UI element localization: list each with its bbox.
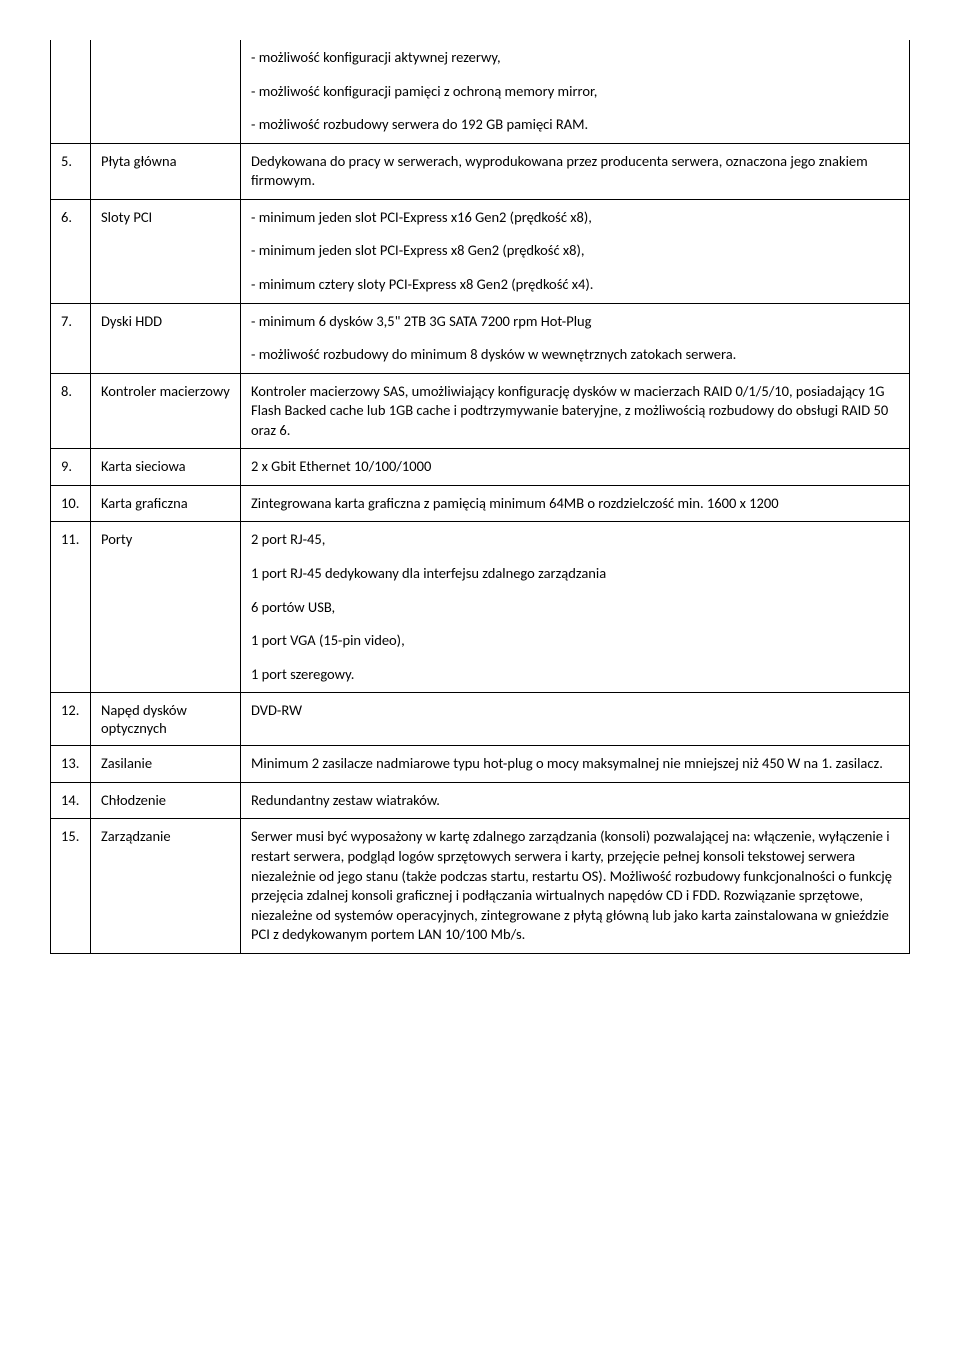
row-number: 13. [61,754,79,772]
desc-paragraph: - możliwość rozbudowy serwera do 192 GB … [251,115,899,135]
row-desc-cell: - minimum 6 dysków 3,5" 2TB 3G SATA 7200… [241,303,910,373]
row-number-cell: 6. [51,199,91,303]
row-number-cell: 7. [51,303,91,373]
row-desc-cell: Redundantny zestaw wiatraków. [241,782,910,819]
row-name-cell: Karta sieciowa [91,449,241,486]
table-row: 13. Zasilanie Minimum 2 zasilacze nadmiaro… [51,746,910,783]
row-name: Kontroler macierzowy [101,382,230,400]
row-number: 12. [61,701,79,719]
row-number: 15. [61,827,79,845]
spec-table: - możliwość konfiguracji aktywnej rezerw… [50,40,910,954]
row-name: Zasilanie [101,754,152,772]
row-name-cell: Dyski HDD [91,303,241,373]
row-number-cell: 14. [51,782,91,819]
row-number-cell: 15. [51,819,91,953]
spec-table-body: - możliwość konfiguracji aktywnej rezerw… [51,40,910,953]
row-name-cell [91,40,241,143]
desc-paragraph: Minimum 2 zasilacze nadmiarowe typu hot-… [251,754,899,774]
row-name-cell: Chłodzenie [91,782,241,819]
table-row: 5. Płyta główna Dedykowana do pracy w serw… [51,143,910,199]
desc-paragraph: - minimum cztery sloty PCI-Express x8 Ge… [251,275,899,295]
table-row: 7. Dyski HDD - minimum 6 dysków 3,5" 2TB 3… [51,303,910,373]
desc-paragraph: - minimum jeden slot PCI-Express x16 Gen… [251,208,899,228]
row-name-cell: Kontroler macierzowy [91,373,241,449]
row-number: 9. [61,457,72,475]
row-number: 7. [61,312,72,330]
row-number: 6. [61,208,72,226]
row-name-cell: Płyta główna [91,143,241,199]
row-name: Karta sieciowa [101,457,186,475]
row-name: Karta graficzna [101,494,188,512]
row-desc-cell: Kontroler macierzowy SAS, umożliwiający … [241,373,910,449]
desc-paragraph: - możliwość konfiguracji aktywnej rezerw… [251,48,899,68]
row-number: 10. [61,494,79,512]
table-row: 14. Chłodzenie Redundantny zestaw wiatrakó… [51,782,910,819]
desc-paragraph: - minimum 6 dysków 3,5" 2TB 3G SATA 7200… [251,312,899,332]
row-number: 11. [61,530,79,548]
row-name-cell: Napęd dysków optycznych [91,693,241,746]
desc-paragraph: 2 x Gbit Ethernet 10/100/1000 [251,457,899,477]
table-row: 6. Sloty PCI - minimum jeden slot PCI-Expr… [51,199,910,303]
row-name-cell: Sloty PCI [91,199,241,303]
table-row: 10. Karta graficzna Zintegrowana karta gra… [51,485,910,522]
row-name: Dyski HDD [101,312,162,330]
row-desc-cell: - możliwość konfiguracji aktywnej rezerw… [241,40,910,143]
row-name: Płyta główna [101,152,177,170]
row-desc-cell: 2 x Gbit Ethernet 10/100/1000 [241,449,910,486]
desc-paragraph: 2 port RJ-45, [251,530,899,550]
row-name-cell: Karta graficzna [91,485,241,522]
row-number-cell [51,40,91,143]
table-row: 12. Napęd dysków optycznych DVD-RW [51,693,910,746]
row-number-cell: 12. [51,693,91,746]
table-row: - możliwość konfiguracji aktywnej rezerw… [51,40,910,143]
table-row: 11. Porty 2 port RJ-45, 1 port RJ-45 dedyko… [51,522,910,693]
row-name: Sloty PCI [101,208,152,226]
desc-paragraph: - minimum jeden slot PCI-Express x8 Gen2… [251,241,899,261]
row-name: Napęd dysków optycznych [101,701,187,737]
row-name-cell: Zarządzanie [91,819,241,953]
desc-paragraph: - możliwość konfiguracji pamięci z ochro… [251,82,899,102]
desc-paragraph: Redundantny zestaw wiatraków. [251,791,899,811]
desc-paragraph: 1 port RJ-45 dedykowany dla interfejsu z… [251,564,899,584]
desc-paragraph: - możliwość rozbudowy do minimum 8 dyskó… [251,345,899,365]
row-desc-cell: Zintegrowana karta graficzna z pamięcią … [241,485,910,522]
row-desc-cell: 2 port RJ-45, 1 port RJ-45 dedykowany dla… [241,522,910,693]
desc-paragraph: Serwer musi być wyposażony w kartę zdaln… [251,827,899,944]
row-name: Porty [101,530,132,548]
row-number-cell: 11. [51,522,91,693]
row-number-cell: 8. [51,373,91,449]
row-name: Chłodzenie [101,791,166,809]
row-desc-cell: - minimum jeden slot PCI-Express x16 Gen… [241,199,910,303]
desc-paragraph: 1 port VGA (15-pin video), [251,631,899,651]
desc-paragraph: Zintegrowana karta graficzna z pamięcią … [251,494,899,514]
table-row: 15. Zarządzanie Serwer musi być wyposażony… [51,819,910,953]
row-name: Zarządzanie [101,827,171,845]
row-number-cell: 5. [51,143,91,199]
row-number: 8. [61,382,72,400]
row-number-cell: 9. [51,449,91,486]
row-desc-cell: DVD-RW [241,693,910,746]
desc-paragraph: DVD-RW [251,701,899,721]
desc-paragraph: Dedykowana do pracy w serwerach, wyprodu… [251,152,899,191]
table-row: 9. Karta sieciowa 2 x Gbit Ethernet 10/100… [51,449,910,486]
row-number-cell: 13. [51,746,91,783]
row-number: 14. [61,791,79,809]
row-name-cell: Zasilanie [91,746,241,783]
desc-paragraph: Kontroler macierzowy SAS, umożliwiający … [251,382,899,441]
row-desc-cell: Serwer musi być wyposażony w kartę zdaln… [241,819,910,953]
row-desc-cell: Minimum 2 zasilacze nadmiarowe typu hot-… [241,746,910,783]
desc-paragraph: 6 portów USB, [251,598,899,618]
row-desc-cell: Dedykowana do pracy w serwerach, wyprodu… [241,143,910,199]
table-row: 8. Kontroler macierzowy Kontroler macierzo… [51,373,910,449]
row-number-cell: 10. [51,485,91,522]
row-number: 5. [61,152,72,170]
row-name-cell: Porty [91,522,241,693]
desc-paragraph: 1 port szeregowy. [251,665,899,685]
